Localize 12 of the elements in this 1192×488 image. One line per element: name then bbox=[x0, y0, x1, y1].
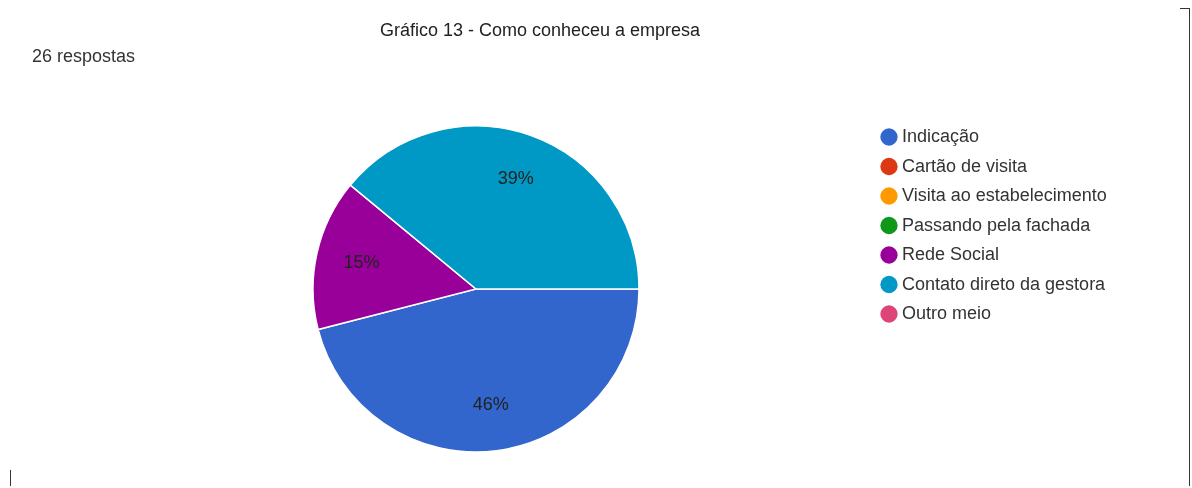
legend-label: Passando pela fachada bbox=[902, 214, 1092, 235]
chart-title: Gráfico 13 - Como conheceu a empresa bbox=[378, 20, 702, 41]
data-label: 39% bbox=[497, 167, 534, 188]
legend-label: Indicação bbox=[902, 126, 980, 146]
legend-label: Contato direto da gestora bbox=[902, 273, 1107, 294]
legend-label: Rede Social bbox=[902, 244, 1000, 264]
legend-label: Outro meio bbox=[902, 303, 992, 323]
text: 26 respostas bbox=[32, 46, 136, 67]
legend-label: Visita ao estabelecimento bbox=[902, 185, 1107, 205]
data-label: 46% bbox=[472, 394, 509, 415]
legend-label: Cartão de visita bbox=[902, 155, 1029, 176]
data-label: 15% bbox=[343, 252, 380, 273]
